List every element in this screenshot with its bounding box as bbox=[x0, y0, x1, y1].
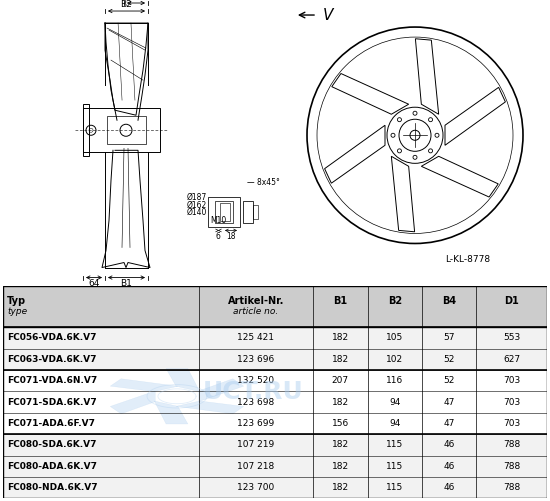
Bar bbox=[243, 201, 253, 223]
Text: 125 421: 125 421 bbox=[238, 333, 274, 342]
Bar bbox=[3, 455, 547, 477]
Text: 6: 6 bbox=[216, 232, 221, 241]
Text: FC063-VDA.6K.V7: FC063-VDA.6K.V7 bbox=[7, 355, 97, 364]
Text: 47: 47 bbox=[443, 419, 455, 428]
Bar bbox=[3, 286, 547, 327]
Text: B4: B4 bbox=[151, 0, 163, 1]
Text: 105: 105 bbox=[386, 333, 403, 342]
Text: 46: 46 bbox=[443, 462, 455, 471]
Bar bbox=[3, 477, 547, 498]
Text: Ø187: Ø187 bbox=[187, 193, 207, 202]
Text: D1: D1 bbox=[504, 296, 519, 306]
Text: 788: 788 bbox=[503, 462, 520, 471]
Polygon shape bbox=[166, 369, 200, 392]
Text: 57: 57 bbox=[443, 333, 455, 342]
Text: B1: B1 bbox=[333, 296, 348, 306]
Text: 64: 64 bbox=[89, 279, 100, 288]
Text: 703: 703 bbox=[503, 398, 520, 407]
Text: 115: 115 bbox=[386, 483, 403, 492]
Text: Artikel-Nr.: Artikel-Nr. bbox=[228, 296, 284, 306]
Text: 182: 182 bbox=[332, 440, 349, 449]
Text: 94: 94 bbox=[389, 419, 400, 428]
Bar bbox=[107, 116, 146, 144]
Text: FC071-ADA.6F.V7: FC071-ADA.6F.V7 bbox=[7, 419, 95, 428]
Text: 123 698: 123 698 bbox=[237, 398, 274, 407]
Text: Ø162: Ø162 bbox=[187, 201, 207, 210]
Bar bbox=[3, 391, 547, 413]
Polygon shape bbox=[110, 379, 178, 392]
Text: 46: 46 bbox=[443, 440, 455, 449]
Bar bbox=[220, 203, 230, 221]
Text: FC056-VDA.6K.V7: FC056-VDA.6K.V7 bbox=[7, 333, 97, 342]
Text: 156: 156 bbox=[332, 419, 349, 428]
Text: 116: 116 bbox=[386, 376, 403, 385]
Text: 46: 46 bbox=[443, 483, 455, 492]
Text: 107 219: 107 219 bbox=[237, 440, 274, 449]
Text: 94: 94 bbox=[389, 398, 400, 407]
Text: 182: 182 bbox=[332, 355, 349, 364]
Text: Ø140: Ø140 bbox=[186, 208, 207, 217]
Bar bbox=[208, 197, 240, 227]
Text: B2: B2 bbox=[388, 296, 402, 306]
Text: 123 696: 123 696 bbox=[237, 355, 274, 364]
Bar bbox=[3, 327, 547, 349]
Text: 52: 52 bbox=[443, 376, 455, 385]
Text: FC080-NDA.6K.V7: FC080-NDA.6K.V7 bbox=[7, 483, 98, 492]
Bar bbox=[3, 434, 547, 455]
Text: 182: 182 bbox=[332, 333, 349, 342]
Text: 123 699: 123 699 bbox=[237, 419, 274, 428]
Text: 123 700: 123 700 bbox=[237, 483, 274, 492]
Text: 52: 52 bbox=[443, 355, 455, 364]
Text: FC080-SDA.6K.V7: FC080-SDA.6K.V7 bbox=[7, 440, 97, 449]
Text: type: type bbox=[7, 307, 28, 316]
Text: B2: B2 bbox=[120, 0, 132, 9]
Text: FC080-ADA.6K.V7: FC080-ADA.6K.V7 bbox=[7, 462, 97, 471]
Text: 102: 102 bbox=[386, 355, 403, 364]
Text: L-KL-8778: L-KL-8778 bbox=[445, 255, 490, 264]
Text: 788: 788 bbox=[503, 483, 520, 492]
Text: 182: 182 bbox=[332, 462, 349, 471]
Text: 182: 182 bbox=[332, 398, 349, 407]
Text: FC071-SDA.6K.V7: FC071-SDA.6K.V7 bbox=[7, 398, 97, 407]
Text: — 8x45°: — 8x45° bbox=[247, 178, 280, 187]
Text: 703: 703 bbox=[503, 376, 520, 385]
Text: 553: 553 bbox=[503, 333, 520, 342]
Polygon shape bbox=[155, 401, 188, 424]
Text: B1: B1 bbox=[120, 279, 132, 288]
Bar bbox=[83, 104, 89, 156]
Text: UCT.RU: UCT.RU bbox=[203, 380, 304, 404]
Text: 207: 207 bbox=[332, 376, 349, 385]
Text: 115: 115 bbox=[386, 440, 403, 449]
Bar bbox=[215, 201, 233, 223]
Text: 18: 18 bbox=[226, 232, 236, 241]
Text: 47: 47 bbox=[443, 398, 455, 407]
Text: B4: B4 bbox=[442, 296, 456, 306]
Text: 788: 788 bbox=[503, 440, 520, 449]
Text: FC071-VDA.6N.V7: FC071-VDA.6N.V7 bbox=[7, 376, 97, 385]
Polygon shape bbox=[199, 379, 244, 402]
Text: 182: 182 bbox=[332, 483, 349, 492]
Text: Typ: Typ bbox=[7, 296, 26, 306]
Polygon shape bbox=[176, 401, 244, 414]
Bar bbox=[3, 349, 547, 370]
Text: 107 218: 107 218 bbox=[237, 462, 274, 471]
Text: M10: M10 bbox=[210, 216, 226, 225]
Bar bbox=[253, 205, 258, 219]
Polygon shape bbox=[110, 391, 155, 414]
Text: 703: 703 bbox=[503, 419, 520, 428]
Bar bbox=[3, 370, 547, 391]
Bar bbox=[83, 108, 160, 152]
Text: 115: 115 bbox=[386, 462, 403, 471]
Text: V: V bbox=[323, 8, 333, 23]
Text: 132 520: 132 520 bbox=[238, 376, 274, 385]
Text: 627: 627 bbox=[503, 355, 520, 364]
Bar bbox=[3, 413, 547, 434]
Text: article no.: article no. bbox=[233, 307, 278, 316]
